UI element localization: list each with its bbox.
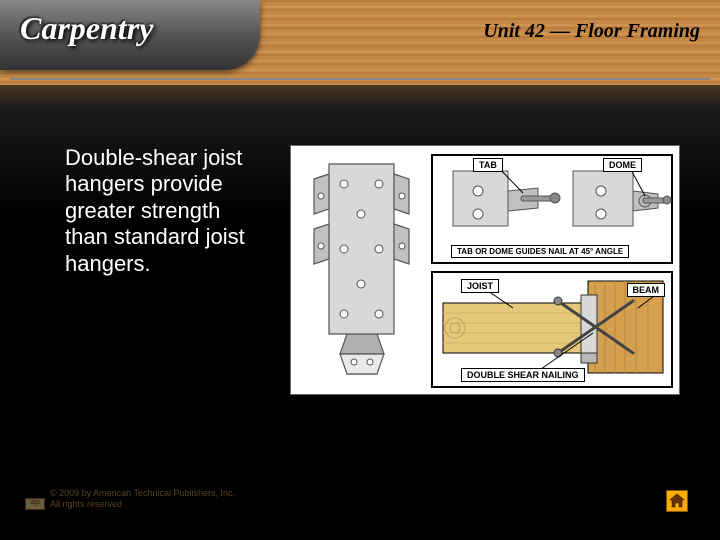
joist-beam-detail: JOIST BEAM DOUBLE SHEAR NAILING — [431, 271, 673, 388]
tab-dome-detail: TAB DOME TAB OR DOME GUIDES NAIL AT 45° … — [431, 154, 673, 264]
home-icon — [669, 493, 685, 509]
label-joist: JOIST — [461, 279, 499, 293]
logo-text: Carpentry — [20, 10, 153, 47]
label-beam: BEAM — [627, 283, 666, 297]
copyright-block: © 2009 by American Technical Publishers,… — [50, 488, 235, 510]
copyright-line1: © 2009 by American Technical Publishers,… — [50, 488, 235, 499]
figure-panel: TAB DOME TAB OR DOME GUIDES NAIL AT 45° … — [290, 145, 680, 395]
copyright-line2: All rights reserved — [50, 499, 235, 510]
body-text: Double-shear joist hangers provide great… — [65, 145, 265, 277]
publisher-badge: atp — [25, 498, 45, 510]
label-guide: TAB OR DOME GUIDES NAIL AT 45° ANGLE — [451, 245, 629, 258]
hanger-large-illustration — [299, 154, 424, 388]
home-button[interactable] — [666, 490, 688, 512]
label-nailing: DOUBLE SHEAR NAILING — [461, 368, 585, 382]
unit-title: Unit 42 — Floor Framing — [483, 20, 700, 43]
label-dome: DOME — [603, 158, 642, 172]
header-divider — [10, 78, 710, 80]
label-tab: TAB — [473, 158, 503, 172]
